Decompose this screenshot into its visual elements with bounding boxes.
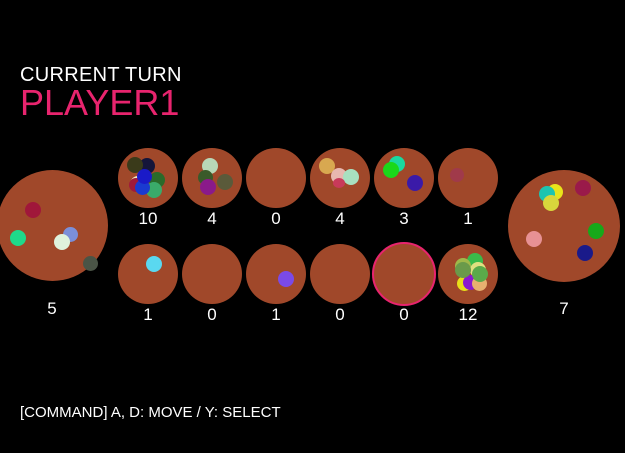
top-pit-6[interactable] <box>438 148 498 208</box>
stone <box>278 271 294 287</box>
left-store <box>0 170 108 281</box>
stone <box>54 234 70 250</box>
stone <box>577 245 593 261</box>
stone <box>137 169 152 184</box>
stone <box>25 202 41 218</box>
top-pit-3-count: 0 <box>271 209 281 228</box>
stone <box>333 178 345 188</box>
stone <box>543 195 559 211</box>
bottom-pit-1-count: 1 <box>143 305 153 324</box>
stone <box>217 174 233 190</box>
top-pit-5-count: 3 <box>399 209 409 228</box>
bottom-pit-4-count: 0 <box>335 305 345 324</box>
top-pit-1[interactable] <box>118 148 178 208</box>
top-pit-1-count: 10 <box>138 209 158 228</box>
bottom-pit-4[interactable] <box>310 244 370 304</box>
top-pit-4[interactable] <box>310 148 370 208</box>
stone <box>343 169 359 185</box>
left-store-count: 5 <box>47 299 57 318</box>
top-pit-4-count: 4 <box>335 209 345 228</box>
bottom-pit-5-selected[interactable] <box>372 242 436 306</box>
turn-label: CURRENT TURN <box>20 64 182 86</box>
top-pit-2-count: 4 <box>207 209 217 228</box>
stone <box>146 256 162 272</box>
bottom-pit-2[interactable] <box>182 244 242 304</box>
bottom-pit-3-count: 1 <box>271 305 281 324</box>
stone <box>455 262 471 278</box>
right-store <box>508 170 620 282</box>
top-pit-2[interactable] <box>182 148 242 208</box>
stone <box>200 179 216 195</box>
stone <box>588 223 604 239</box>
stone <box>575 180 591 196</box>
top-pit-5[interactable] <box>374 148 434 208</box>
bottom-pit-1[interactable] <box>118 244 178 304</box>
stone <box>83 256 98 271</box>
stone <box>450 168 464 182</box>
stone <box>146 182 162 198</box>
stone <box>472 266 488 282</box>
stone <box>383 162 399 178</box>
stone <box>10 230 26 246</box>
stone <box>319 158 335 174</box>
bottom-pit-6-count: 12 <box>458 305 478 324</box>
top-pit-3[interactable] <box>246 148 306 208</box>
bottom-pit-2-count: 0 <box>207 305 217 324</box>
stone <box>526 231 542 247</box>
stone <box>407 175 423 191</box>
bottom-pit-5-count: 0 <box>399 305 409 324</box>
right-store-count: 7 <box>559 299 569 318</box>
bottom-pit-6[interactable] <box>438 244 498 304</box>
command-hint: [COMMAND] A, D: MOVE / Y: SELECT <box>20 404 281 421</box>
stone <box>127 157 143 173</box>
bottom-pit-3[interactable] <box>246 244 306 304</box>
top-pit-6-count: 1 <box>463 209 473 228</box>
current-player-name: PLAYER1 <box>20 82 180 123</box>
